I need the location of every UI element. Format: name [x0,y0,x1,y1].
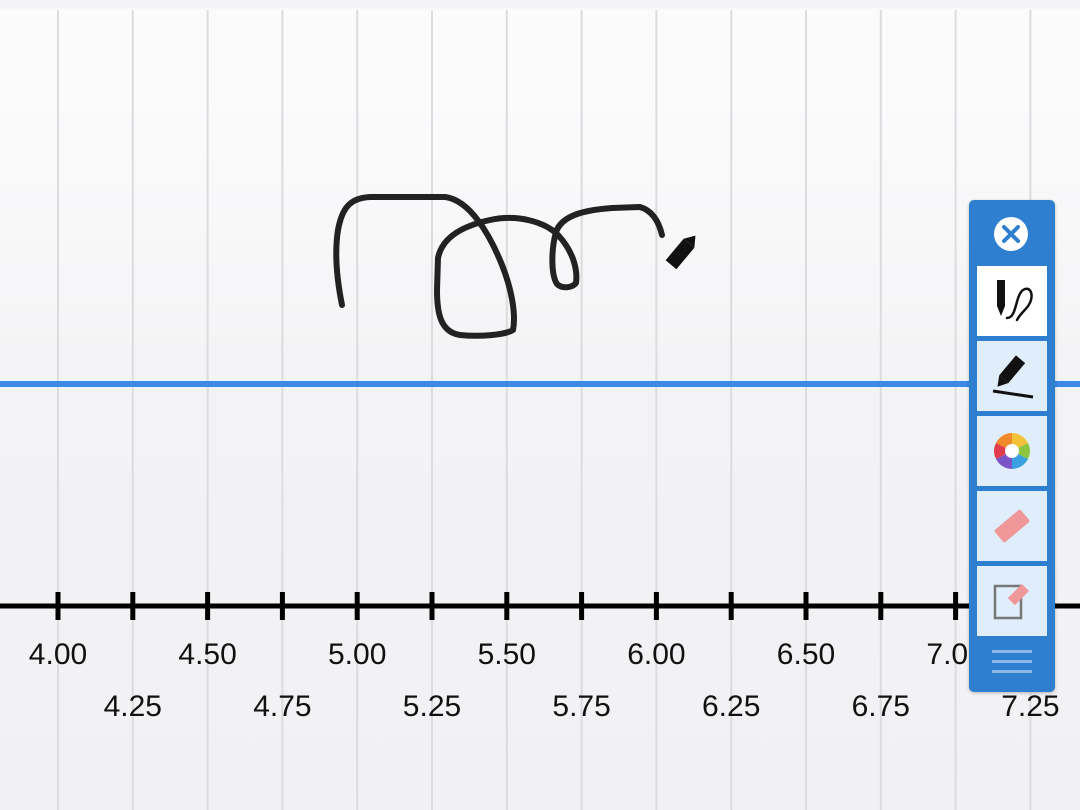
eraser-tool-button[interactable] [977,491,1047,561]
drag-handle-icon [992,650,1032,673]
tick-label-bottom: 6.25 [701,690,761,723]
tick-label-bottom: 5.75 [552,690,611,723]
tick-label-bottom: 4.25 [103,690,162,723]
tick-label-top: 4.00 [28,638,88,671]
tick-label-bottom: 6.75 [851,690,910,723]
color-wheel-icon [994,433,1030,469]
clear-page-button[interactable] [977,566,1047,636]
tick-label-top: 5.00 [327,638,387,671]
tick-label-bottom: 5.25 [402,690,462,723]
grid-lines [57,10,1032,810]
toolbar-drag-handle[interactable] [992,648,1032,682]
handwritten-scribble [333,194,665,339]
tick-label-bottom: 4.75 [253,690,312,723]
highlighter-tool-button[interactable] [977,341,1047,411]
axis-ticks [55,592,1033,620]
close-button[interactable] [991,214,1031,254]
tick-label-top: 4.50 [178,638,237,671]
tick-label-top: 6.50 [776,638,836,671]
color-picker-button[interactable] [977,416,1047,486]
tick-label-bottom: 7.25 [1001,690,1060,723]
tick-label-top: 6.00 [627,638,686,671]
annotation-toolbar [969,200,1055,692]
clear-page-icon [993,583,1030,620]
close-circle-icon [994,217,1028,251]
eraser-icon [994,509,1030,543]
pen-scribble-icon [997,280,1033,322]
draw-tool-button[interactable] [977,266,1047,336]
highlighter-icon [992,355,1034,399]
tick-label-top: 5.50 [477,638,536,671]
pen-cursor-icon [665,235,696,270]
